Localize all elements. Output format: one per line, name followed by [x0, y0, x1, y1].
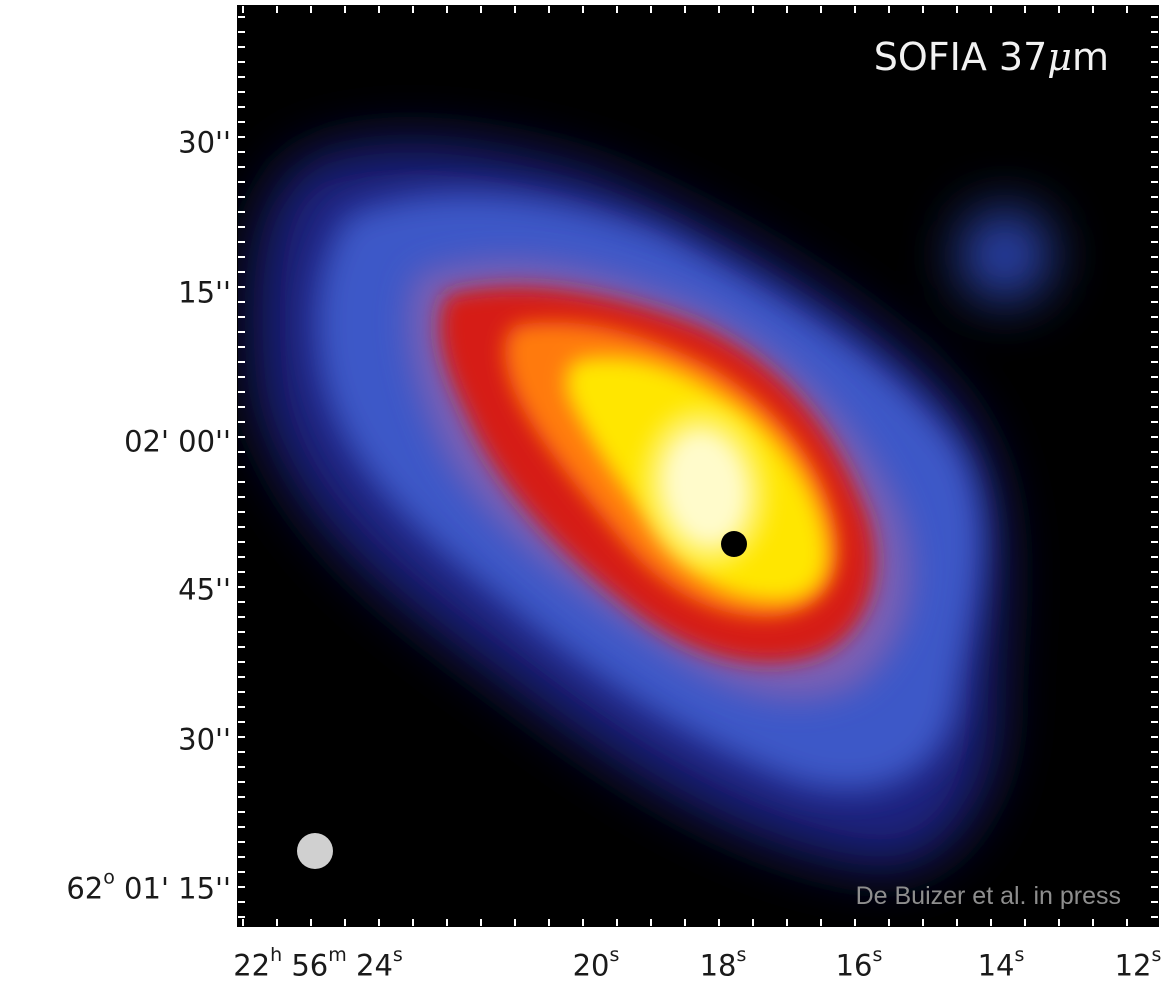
- ra-label-14s: 14s: [977, 944, 1025, 983]
- ra-label-22h-56m-24s: 22h 56m 24s: [233, 944, 403, 983]
- axis-ticks: [237, 5, 1159, 927]
- beam-size-marker: [297, 833, 333, 869]
- emission-map: [237, 5, 1159, 927]
- ra-label-12s: 12s: [1114, 944, 1162, 983]
- ra-label-20s: 20s: [572, 944, 620, 983]
- dec-label-30-b: 30'': [178, 722, 231, 757]
- dec-label-45: 45'': [178, 572, 231, 607]
- dec-label-02-00: 02' 00'': [124, 424, 231, 459]
- reference-credit: De Buizer et al. in press: [855, 882, 1121, 910]
- dec-label-62-01-15: 62o 01' 15'': [66, 866, 231, 906]
- ra-label-18s: 18s: [699, 944, 747, 983]
- ra-label-16s: 16s: [835, 944, 883, 983]
- source-marker: [721, 531, 747, 557]
- instrument-title: SOFIA 37μm: [873, 35, 1109, 79]
- companion-source: [959, 209, 1051, 301]
- dec-label-15: 15'': [178, 275, 231, 310]
- image-panel: SOFIA 37μm De Buizer et al. in press: [237, 5, 1159, 927]
- dec-label-30-a: 30'': [178, 125, 231, 160]
